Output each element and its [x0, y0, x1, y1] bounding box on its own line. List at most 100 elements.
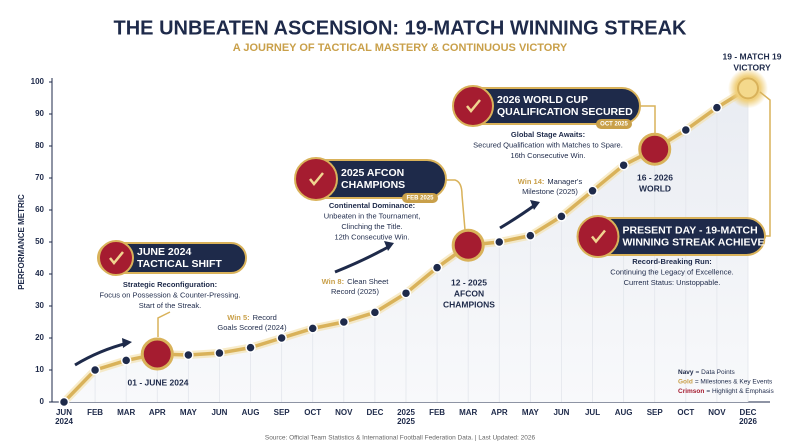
callout-title: 2025 AFCON — [341, 167, 404, 179]
icon-glyph — [109, 251, 124, 265]
callout-body: Continental Dominance: — [329, 201, 415, 210]
arrow-decoration — [334, 244, 391, 274]
callout-icon — [576, 215, 620, 258]
note-line: Manager's — [547, 177, 582, 186]
callout-tag: OCT 2025 — [600, 122, 628, 128]
x-tick-label: MAR — [459, 408, 478, 417]
note-lead: Win 8: — [322, 277, 344, 286]
milestone-label: AFCON — [454, 288, 484, 298]
callout-body: Global Stage Awaits: — [511, 130, 585, 139]
x-tick-label: FEB — [429, 408, 446, 417]
x-tick-label: NOV — [708, 408, 726, 417]
x-tick-label: OCT — [677, 408, 695, 417]
y-tick-label: 40 — [35, 269, 44, 278]
note: Win 14: Manager's — [518, 177, 583, 186]
data-point — [587, 185, 598, 197]
callout-title: 2026 WORLD CUP — [497, 94, 588, 106]
x-tick-label: MAY — [521, 408, 539, 417]
connector — [446, 179, 466, 231]
data-point — [183, 349, 194, 361]
milestone-label: WORLD — [639, 183, 671, 193]
icon-glyph — [309, 172, 324, 186]
legend-entry: Navy = Data Points — [678, 369, 736, 376]
data-point — [525, 230, 536, 241]
callout-body: Unbeaten in the Tournament, — [324, 211, 421, 220]
milestone-point — [638, 132, 672, 166]
x-tick-label: JUN — [211, 408, 228, 417]
note-lead: Win 5: — [227, 313, 249, 322]
callout-body: Focus on Possession & Counter-Pressing. — [100, 290, 241, 299]
callout-icon — [98, 240, 134, 276]
x-tick-label: AUG — [241, 408, 260, 417]
data-point — [369, 307, 381, 318]
data-point — [307, 323, 318, 334]
callout-tag-box — [596, 119, 632, 129]
x-tick-label: JUN 2024 — [55, 408, 73, 426]
note-line: Clean Sheet — [347, 277, 389, 286]
y-tick-label: 20 — [35, 333, 44, 342]
note: Goals Scored (2024) — [217, 323, 287, 332]
arrow-head — [384, 241, 394, 251]
x-tick-label: OCT — [304, 408, 322, 417]
callout-title: PRESENT DAY - 19-MATCH — [623, 224, 758, 236]
final-point — [737, 77, 759, 100]
legend-text: = Highlight & Emphasis — [706, 388, 774, 395]
milestone-label: VICTORY — [733, 62, 771, 72]
y-tick-label: 90 — [35, 109, 44, 118]
milestone-label: 12 - 2025 — [451, 277, 487, 287]
x-tick-label: SEP — [273, 408, 290, 417]
legend-key: Navy — [678, 369, 694, 376]
data-point — [276, 332, 287, 344]
callout-icon — [452, 85, 494, 127]
milestone-label: CHAMPIONS — [443, 299, 495, 309]
legend-text: = Data Points — [696, 369, 736, 376]
x-tick-label: 2025 2025 — [397, 408, 415, 426]
legend-entry: Gold = Milestones & Key Events — [678, 378, 773, 385]
y-tick-label: 10 — [35, 365, 44, 374]
area — [64, 88, 748, 403]
data-point — [556, 211, 567, 222]
arrow-decoration — [499, 203, 536, 230]
y-axis-label: PERFORMANCE METRIC — [17, 194, 26, 290]
arrow-head — [530, 200, 540, 210]
callout-title: CHAMPIONS — [341, 179, 405, 191]
data-point — [680, 124, 692, 136]
x-tick-label: MAR — [117, 408, 136, 417]
data-point — [494, 236, 505, 248]
connector — [640, 105, 656, 133]
x-tick-label: FEB — [87, 408, 104, 417]
callout-body: Current Status: Unstoppable. — [624, 278, 721, 287]
callout-body: Continuing the Legacy of Excellence. — [610, 267, 733, 276]
legend-key: Gold — [678, 378, 693, 385]
arrow-head — [122, 338, 132, 348]
milestone-label: 16 - 2026 — [637, 172, 673, 182]
x-tick-label: DEC 2026 — [739, 408, 757, 426]
x-tick-label: APR — [148, 408, 166, 417]
milestone-label: 19 - MATCH 19 — [723, 51, 782, 61]
callout-body: 12th Consecutive Win. — [334, 232, 409, 241]
source: Source: Official Team Statistics & Inter… — [265, 435, 536, 442]
callout-body: Secured Qualification with Matches to Sp… — [473, 140, 623, 149]
y-tick-label: 30 — [35, 301, 44, 310]
x-tick-label: JUL — [584, 408, 601, 417]
note-line: Record — [253, 313, 277, 322]
y-tick-label: 0 — [40, 397, 45, 406]
callout-body: 16th Consecutive Win. — [510, 151, 585, 160]
note: Record (2025) — [331, 287, 379, 296]
connector — [157, 311, 171, 337]
data-point — [431, 262, 443, 273]
x-tick-label: SEP — [646, 408, 663, 417]
legend-text: = Milestones & Key Events — [695, 378, 773, 385]
x-tick-label: NOV — [335, 408, 353, 417]
callout-title: WINNING STREAK ACHIEVED — [623, 236, 773, 248]
callout-tag: FEB 2025 — [406, 196, 434, 202]
x-tick-label: AUG — [614, 408, 633, 417]
note-lead: Win 14: — [518, 177, 545, 186]
callout-body: Record-Breaking Run: — [632, 257, 712, 266]
callout-body: Strategic Reconfiguration: — [123, 280, 217, 289]
data-point — [245, 342, 256, 353]
data-point — [120, 355, 132, 366]
data-point — [400, 287, 412, 299]
